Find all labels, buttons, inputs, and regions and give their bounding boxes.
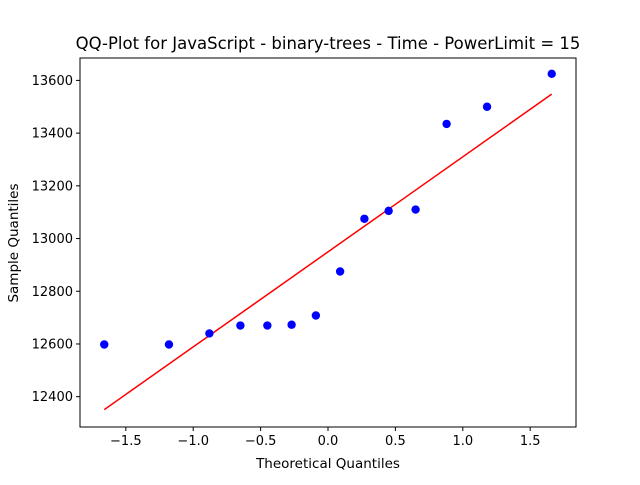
x-tick-label: −0.5	[245, 434, 277, 449]
data-point	[384, 206, 393, 216]
x-tick-label: 1.5	[520, 434, 541, 449]
data-point	[205, 329, 214, 338]
data-point	[287, 320, 296, 329]
data-point	[236, 321, 245, 330]
x-tick-label: −1.0	[177, 434, 209, 449]
x-axis: −1.5 −1.0 −0.5 0.0 0.5 1.0 1.5	[110, 427, 541, 449]
y-tick-label: 13000	[32, 232, 73, 247]
y-tick-label: 12800	[32, 285, 73, 300]
y-axis: 12400 12600 12800 13000 13200 13400 13600	[32, 74, 80, 405]
y-axis-label: Sample Quantiles	[6, 183, 22, 302]
data-point	[335, 267, 345, 276]
data-point	[263, 321, 272, 330]
data-point	[411, 205, 420, 214]
data-point	[164, 340, 174, 349]
plot-area	[100, 69, 556, 411]
y-tick-label: 13400	[32, 127, 73, 142]
x-tick-label: 1.0	[452, 434, 473, 449]
data-point	[311, 311, 321, 320]
data-point	[442, 119, 451, 129]
data-point	[547, 69, 556, 79]
data-point	[100, 340, 109, 349]
y-tick-label: 12400	[32, 390, 73, 405]
chart-title: QQ-Plot for JavaScript - binary-trees - …	[76, 34, 581, 53]
data-point	[360, 214, 369, 223]
x-tick-label: 0.0	[318, 434, 339, 449]
x-tick-label: −1.5	[110, 434, 142, 449]
x-axis-label: Theoretical Quantiles	[255, 456, 400, 472]
data-point	[482, 102, 492, 111]
y-tick-label: 12600	[32, 337, 73, 352]
fit-line	[103, 93, 553, 411]
y-tick-label: 13200	[32, 179, 73, 194]
x-tick-label: 0.5	[385, 434, 406, 449]
y-tick-label: 13600	[32, 74, 73, 89]
